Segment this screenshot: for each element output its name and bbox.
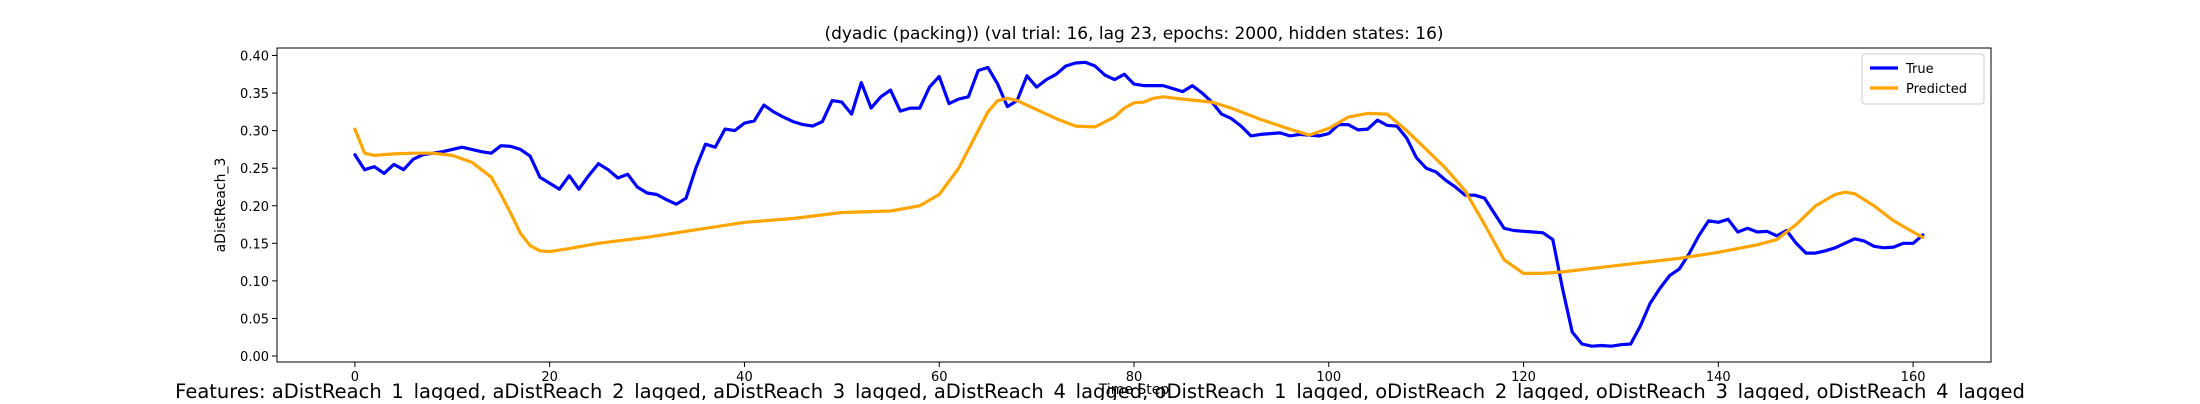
- x-tick-label: 20: [541, 370, 558, 385]
- x-tick-label: 60: [931, 370, 948, 385]
- y-tick-label: 0.35: [240, 87, 269, 102]
- y-tick-label: 0.30: [240, 125, 269, 140]
- x-tick-label: 0: [351, 370, 359, 385]
- y-tick-label: 0.20: [240, 200, 269, 215]
- x-tick-label: 160: [1901, 370, 1926, 385]
- y-tick-label: 0.25: [240, 162, 269, 177]
- series-line-true: [353, 60, 1925, 348]
- series-lines: [353, 60, 1925, 348]
- legend: True Predicted: [1861, 53, 1985, 105]
- y-tick-label: 0.00: [240, 350, 269, 365]
- x-tick-label: 140: [1706, 370, 1731, 385]
- plot-frame: [276, 47, 1992, 363]
- legend-label-true: True: [1905, 62, 1934, 77]
- y-tick-label: 0.10: [240, 275, 269, 290]
- x-tick-label: 40: [736, 370, 753, 385]
- x-tick-label: 80: [1126, 370, 1143, 385]
- legend-label-predicted: Predicted: [1906, 82, 1967, 97]
- axes: 0 20 40 60 80 100 120 140 160 0.00 0.05 0.10 0.15 0.2…: [240, 47, 1992, 385]
- y-axis-label: aDistReach_3: [213, 158, 229, 253]
- x-axis-label: Time Step: [1098, 382, 1170, 398]
- x-tick-label: 120: [1511, 370, 1536, 385]
- features-caption: Features: aDistReach_1_lagged, aDistReac…: [175, 380, 2025, 400]
- x-tick-label: 100: [1316, 370, 1341, 385]
- y-tick-label: 0.40: [240, 50, 269, 65]
- y-tick-label: 0.15: [240, 237, 269, 252]
- chart-title: (dyadic (packing)) (val trial: 16, lag 2…: [824, 24, 1443, 44]
- y-tick-label: 0.05: [240, 312, 269, 327]
- series-line-predicted: [353, 95, 1925, 275]
